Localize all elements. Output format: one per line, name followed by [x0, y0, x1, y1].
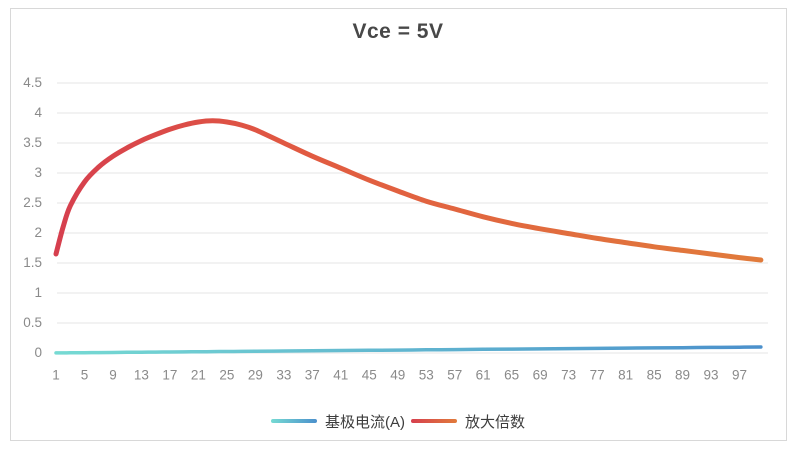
legend-label-base-current: 基极电流(A): [324, 413, 405, 431]
y-tick-label: 3.5: [23, 135, 42, 150]
x-tick-label: 37: [305, 368, 320, 383]
legend: 基极电流(A) 放大倍数: [0, 406, 796, 436]
x-tick-label: 61: [476, 368, 491, 383]
x-tick-label: 53: [419, 368, 434, 383]
legend-item-base-current[interactable]: 基极电流(A): [270, 411, 405, 432]
y-tick-label: 0.5: [23, 315, 42, 330]
x-tick-label: 25: [219, 368, 234, 383]
y-tick-label: 0: [34, 345, 42, 360]
y-tick-label: 1: [34, 285, 42, 300]
x-tick-label: 49: [390, 368, 405, 383]
x-tick-label: 73: [561, 368, 576, 383]
legend-label-gain: 放大倍数: [464, 413, 525, 431]
chart-title: Vce = 5V: [352, 20, 444, 43]
x-tick-label: 33: [276, 368, 291, 383]
x-tick-label: 29: [248, 368, 263, 383]
series-line-gain: [53, 118, 764, 263]
x-tick-label: 85: [647, 368, 662, 383]
y-tick-label: 4: [34, 105, 42, 120]
x-tick-label: 5: [81, 368, 89, 383]
y-tick-label: 1.5: [23, 255, 42, 270]
legend-item-gain[interactable]: 放大倍数: [410, 411, 525, 432]
y-tick-label: 3: [34, 165, 42, 180]
legend-swatch-base-current-line: [270, 419, 317, 423]
x-tick-label: 21: [191, 368, 206, 383]
x-tick-label: 45: [362, 368, 377, 383]
x-tick-label: 17: [162, 368, 177, 383]
x-tick-label: 57: [447, 368, 462, 383]
x-tick-label: 1: [52, 368, 60, 383]
x-tick-label: 97: [732, 368, 747, 383]
x-tick-label: 81: [618, 368, 633, 383]
x-tick-label: 9: [109, 368, 117, 383]
x-tick-label: 41: [333, 368, 348, 383]
x-tick-label: 69: [533, 368, 548, 383]
series-line-base-current: [54, 345, 763, 355]
x-tick-label: 93: [704, 368, 719, 383]
x-axis-tick-labels: 1 5 9 13 17 21 25 29 33 37 41 45 49 53 57 61 65 69 73 77 81 8…: [52, 368, 747, 383]
x-tick-label: 65: [504, 368, 519, 383]
gridlines: [57, 82, 768, 354]
y-tick-label: 2.5: [23, 195, 42, 210]
chart-frame: [10, 8, 787, 441]
x-tick-label: 13: [134, 368, 149, 383]
y-axis-tick-labels: 0 0.5 1 1.5 2 2.5 3 3.5 4 4.5: [23, 75, 42, 360]
y-tick-label: 4.5: [23, 75, 42, 90]
y-tick-label: 2: [34, 225, 42, 240]
x-tick-label: 89: [675, 368, 690, 383]
x-tick-label: 77: [590, 368, 605, 383]
legend-swatch-gain-line: [410, 419, 457, 423]
